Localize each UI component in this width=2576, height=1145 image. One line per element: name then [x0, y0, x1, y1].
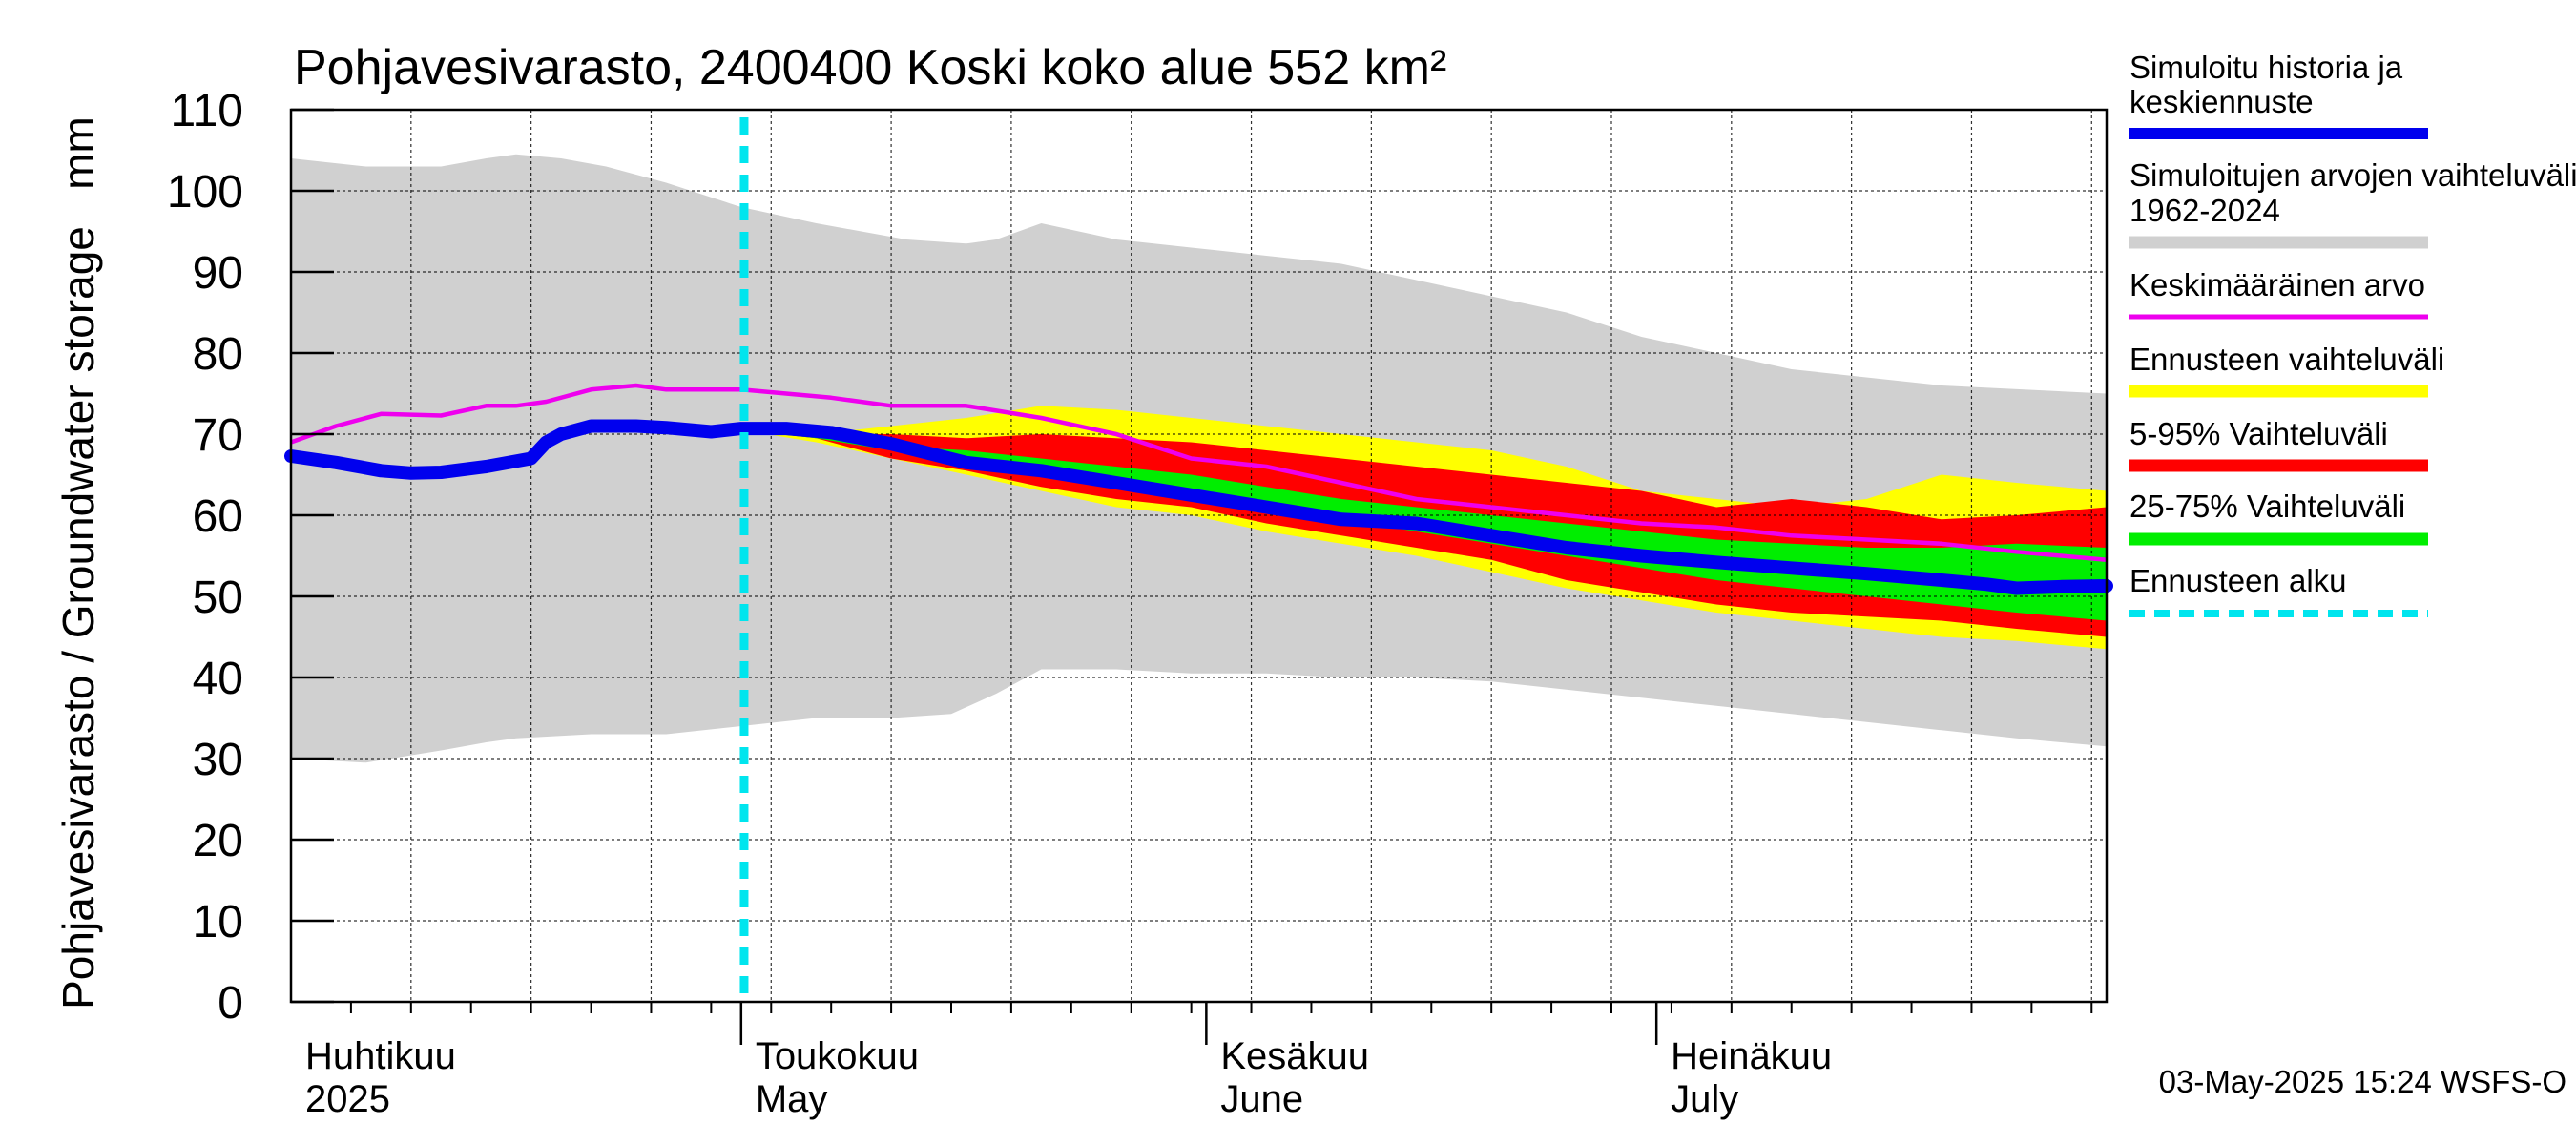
x-month-label: Kesäkuu: [1220, 1035, 1369, 1077]
legend-label: Simuloitujen arvojen vaihteluväli 1962-20…: [2129, 157, 2576, 228]
plot-frame: [289, 108, 2109, 1004]
simulated-median-line: [284, 419, 2113, 595]
y-tick-label: 10: [193, 897, 243, 947]
y-axis-label: Pohjavesivarasto / Groundwater storage m…: [53, 116, 103, 1010]
y-tick-label: 110: [170, 86, 243, 136]
mean-line: [290, 383, 2108, 563]
chart-title: Pohjavesivarasto, 2400400 Koski koko alu…: [294, 40, 1446, 95]
x-month-label: Toukokuu: [756, 1035, 919, 1077]
legend: Simuloitu historia ja keskiennuste Simuloi…: [2129, 50, 2576, 617]
y-tick-label: 20: [193, 816, 243, 866]
legend-label: 5-95% Vaihteluväli: [2129, 416, 2388, 451]
y-tick-label: 0: [218, 978, 243, 1029]
legend-label: Ennusteen alku: [2129, 563, 2347, 598]
y-tick-label: 50: [193, 572, 243, 623]
y-tick-label: 90: [193, 248, 243, 299]
legend-label: 25-75% Vaihteluväli: [2129, 489, 2405, 524]
x-month-label-en: May: [756, 1078, 828, 1120]
x-month-label-en: 2025: [305, 1078, 390, 1120]
y-tick-label: 80: [193, 329, 243, 380]
x-month-label-en: June: [1220, 1078, 1303, 1120]
y-tick-label: 70: [193, 410, 243, 461]
x-month-label: Huhtikuu: [305, 1035, 456, 1077]
legend-label: Keskimääräinen arvo: [2129, 267, 2425, 302]
y-tick-label: 60: [193, 491, 243, 542]
grid-layer: [291, 110, 2107, 1002]
legend-label: Ennusteen vaihteluväli: [2129, 342, 2444, 377]
timestamp: 03-May-2025 15:24 WSFS-O: [2159, 1064, 2566, 1099]
y-tick-label: 40: [193, 654, 243, 704]
x-month-label-en: July: [1671, 1078, 1738, 1120]
x-month-label: Heinäkuu: [1671, 1035, 1832, 1077]
lines-layer: [284, 117, 2113, 1002]
y-tick-label: 30: [193, 735, 243, 785]
legend-label: Simuloitu historia ja keskiennuste: [2129, 50, 2403, 119]
y-tick-label: 100: [167, 167, 243, 218]
